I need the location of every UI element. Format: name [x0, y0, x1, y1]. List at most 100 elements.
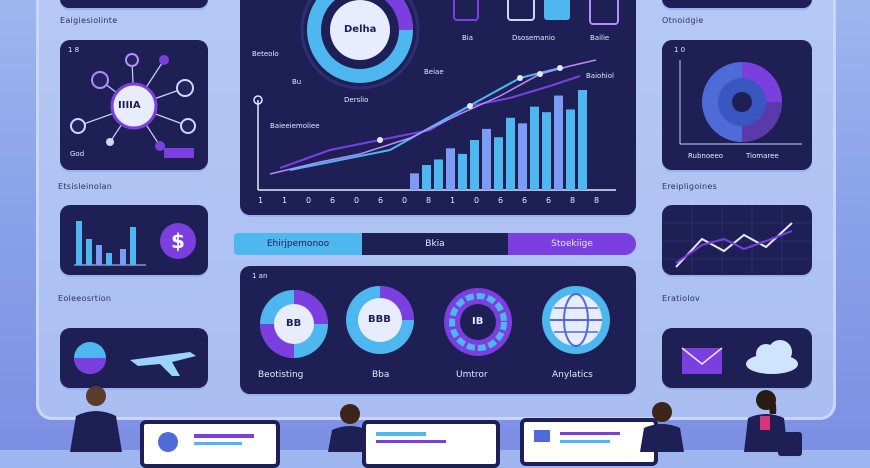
- x-tick-label: 0: [354, 196, 360, 205]
- chart-bar: [578, 90, 587, 190]
- chart-bar: [410, 173, 419, 190]
- right-lower-label: Eratiolov: [662, 294, 701, 303]
- x-tick-label: 8: [570, 196, 576, 205]
- donut-1-center: BB: [286, 318, 302, 329]
- chart-bar: [494, 137, 503, 190]
- top-left-card: [60, 0, 208, 8]
- network-card-corner: 1 8: [68, 46, 80, 54]
- left-lower-label: Eoleeosrtion: [58, 294, 112, 303]
- mini-bar: [76, 221, 82, 265]
- chart-bar: [554, 95, 563, 190]
- mini-bar: [130, 227, 136, 265]
- chart-bar: [470, 140, 479, 190]
- donut-4-label: Anylatics: [552, 370, 593, 380]
- right-middle-label: Ereipligoines: [662, 182, 718, 191]
- x-tick-label: 0: [474, 196, 480, 205]
- mail-cloud-icons: [681, 340, 798, 374]
- plane-icon: [130, 352, 196, 376]
- chart-bar: [422, 165, 431, 190]
- top-right-label: Otnoidgie: [662, 16, 704, 25]
- pill-left[interactable]: Ehirjpemonoo: [234, 233, 362, 255]
- donut-3-center: IB: [472, 316, 484, 327]
- network-card[interactable]: 1 8 IIIIA God: [60, 40, 208, 170]
- mini-bar: [106, 253, 112, 265]
- person-2: [322, 402, 378, 452]
- donuts-panel-corner: 1 an: [252, 272, 268, 280]
- top-right-card: [662, 0, 812, 8]
- x-tick-label: 6: [378, 196, 384, 205]
- pill-middle[interactable]: Bkia: [362, 233, 508, 255]
- mini-bar: [86, 239, 92, 265]
- donut-1: [260, 290, 328, 358]
- mini-bar: [120, 249, 126, 265]
- mini-bar: [96, 245, 102, 265]
- chart-icon: [507, 0, 535, 21]
- pill-right-label: Stoekiige: [551, 239, 593, 249]
- person-4: [736, 388, 796, 452]
- pill-left-label: Ehirjpemonoo: [266, 239, 330, 249]
- pill-middle-label: Bkia: [425, 239, 445, 249]
- tablet: [778, 432, 802, 456]
- x-tick-label: 0: [402, 196, 408, 205]
- x-tick-label: 1: [258, 196, 264, 205]
- chart-bar: [446, 148, 455, 190]
- donut-3-label: Umtror: [456, 370, 488, 380]
- top-left-label: Eaigiesiolinte: [60, 16, 118, 25]
- chart-label-e: Baieeiemoliee: [270, 122, 320, 130]
- monitor-1: [140, 420, 280, 468]
- donuts-panel[interactable]: 1 an BB BBB IB Beotisting Bba: [240, 266, 636, 394]
- envelope-icon: [681, 347, 723, 374]
- chart-label-a: Beteolo: [252, 50, 279, 58]
- chart-bar: [506, 117, 515, 190]
- chart-bar: [530, 106, 539, 190]
- x-tick-label: 1: [450, 196, 456, 205]
- donuts-graphic: [260, 286, 610, 358]
- mini-bar-chart: $: [74, 221, 196, 266]
- line-card[interactable]: [662, 205, 812, 275]
- chart-bar: [542, 112, 551, 190]
- chart-bar: [518, 123, 527, 190]
- plane-illustration: [74, 342, 196, 376]
- pie-chart: [679, 60, 802, 145]
- pill-right[interactable]: Stoekiige: [508, 233, 636, 255]
- mail-cloud-card[interactable]: [662, 328, 812, 388]
- left-middle-label: Etsisleinolan: [58, 182, 113, 191]
- chart-bar: [434, 159, 443, 190]
- x-tick-label: 8: [594, 196, 600, 205]
- plane-card[interactable]: [60, 328, 208, 388]
- pie-label-right: Tiomaree: [746, 152, 779, 160]
- device-icon: [544, 0, 570, 20]
- pie-label-left: Rubnoeeo: [688, 152, 724, 160]
- pie-card[interactable]: 1 0 Rubnoeeo Tiomaree: [662, 40, 812, 170]
- document-icon: [589, 0, 619, 25]
- x-tick-label: 6: [498, 196, 504, 205]
- x-tick-label: 8: [426, 196, 432, 205]
- pie-card-corner: 1 0: [674, 46, 686, 54]
- main-chart-panel[interactable]: Delha Bia Dsosemanio Bailie Beteolo Bu D…: [240, 0, 636, 215]
- network-hub-text: IIIIA: [118, 100, 141, 111]
- line-chart: [662, 205, 812, 275]
- x-tick-label: 6: [522, 196, 528, 205]
- chart-bar: [566, 109, 575, 190]
- top-donut-text: Delha: [344, 24, 377, 35]
- chart-label-f: Baiohiol: [586, 72, 614, 80]
- donut-2-label: Bba: [372, 370, 390, 380]
- chart-label-b: Bu: [292, 78, 302, 86]
- monitor-2: [362, 420, 500, 468]
- people-icon: [453, 0, 479, 21]
- cloud-icon: [746, 340, 798, 374]
- donut-1-label: Beotisting: [258, 370, 304, 380]
- top-icon-left-label: Bia: [462, 34, 474, 42]
- bars-card[interactable]: $: [60, 205, 208, 275]
- donut-3: [444, 288, 512, 356]
- chart-bar: [458, 153, 467, 190]
- network-bottom-label: God: [70, 150, 85, 158]
- x-tick-label: 0: [306, 196, 312, 205]
- chart-label-c: Derslio: [344, 96, 369, 104]
- globe-icon: [542, 286, 610, 354]
- chart-label-d: Beiae: [424, 68, 444, 76]
- donut-2-center: BBB: [368, 314, 391, 325]
- chart-bar: [482, 128, 491, 190]
- top-icon-right-label: Bailie: [590, 34, 610, 42]
- dollar-icon: $: [171, 229, 185, 253]
